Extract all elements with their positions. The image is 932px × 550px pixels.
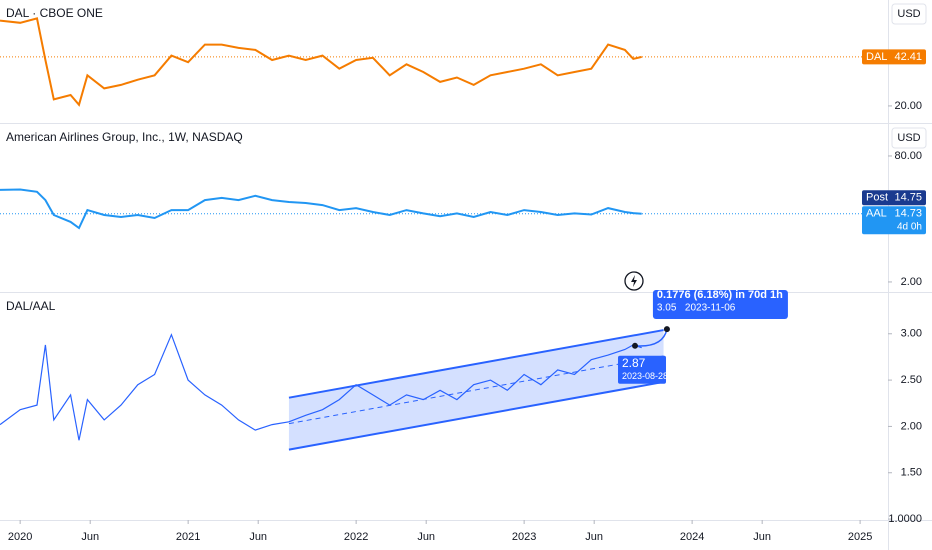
price-tag	[862, 190, 926, 206]
price-tag-name: DAL	[866, 51, 887, 63]
price-tag-value: 14.75	[894, 192, 922, 204]
start-label-box	[618, 355, 667, 384]
measure-text: 0.1776 (6.18%) in 70d 1h	[657, 289, 783, 301]
y-tick-label: 2.00	[901, 276, 922, 288]
end-value: 3.05	[657, 303, 677, 314]
x-tick-label: 2022	[344, 531, 368, 543]
price-tag-value: 42.41	[894, 51, 922, 63]
x-tick-label: 2020	[8, 531, 32, 543]
y-tick-label: 3.00	[901, 328, 922, 340]
projection-arrow	[634, 328, 668, 347]
channel-median	[288, 355, 664, 425]
projection-start	[632, 342, 639, 349]
x-tick-label: Jun	[81, 531, 99, 543]
currency-label: USD	[897, 132, 920, 144]
currency-box	[891, 3, 927, 25]
alert-icon[interactable]	[624, 271, 644, 291]
channel-lower	[288, 380, 664, 451]
x-tick-label: Jun	[753, 531, 771, 543]
start-value: 2.87	[622, 356, 646, 370]
pane-title: DAL · CBOE ONE	[6, 6, 103, 20]
currency-label: USD	[897, 8, 920, 20]
x-tick-label: 2024	[680, 531, 704, 543]
price-tag-name: Post	[866, 192, 888, 204]
y-tick-label: 2.50	[901, 374, 922, 386]
x-tick-label: Jun	[585, 531, 603, 543]
projection-end	[663, 326, 670, 333]
price-tag	[862, 206, 926, 235]
x-tick-label: Jun	[249, 531, 267, 543]
x-tick-label: Jun	[417, 531, 435, 543]
end-date: 2023-11-06	[685, 303, 736, 314]
y-tick-label: 1.50	[901, 467, 922, 479]
y-tick-label: 2.00	[901, 420, 922, 432]
currency-box	[891, 127, 927, 149]
y-tick-label: 20.00	[894, 100, 922, 112]
price-tag-name: AAL	[866, 208, 887, 220]
measure-box	[652, 290, 788, 319]
y-tick-label: 80.00	[894, 150, 922, 162]
price-line	[0, 188, 642, 230]
x-tick-label: 2025	[848, 531, 872, 543]
pane-title: DAL/AAL	[6, 299, 56, 313]
x-tick-label: 2023	[512, 531, 536, 543]
price-line	[0, 17, 642, 107]
start-date: 2023-08-28	[622, 371, 668, 381]
price-line	[0, 333, 642, 441]
x-tick-label: 2021	[176, 531, 200, 543]
price-tag	[862, 49, 926, 65]
price-tag-countdown: 4d 0h	[897, 221, 922, 232]
channel-upper	[288, 329, 664, 399]
price-tag-value: 14.73	[894, 208, 922, 220]
y-tick-label: 1.0000	[888, 513, 922, 525]
pane-title: American Airlines Group, Inc., 1W, NASDA…	[6, 130, 243, 144]
